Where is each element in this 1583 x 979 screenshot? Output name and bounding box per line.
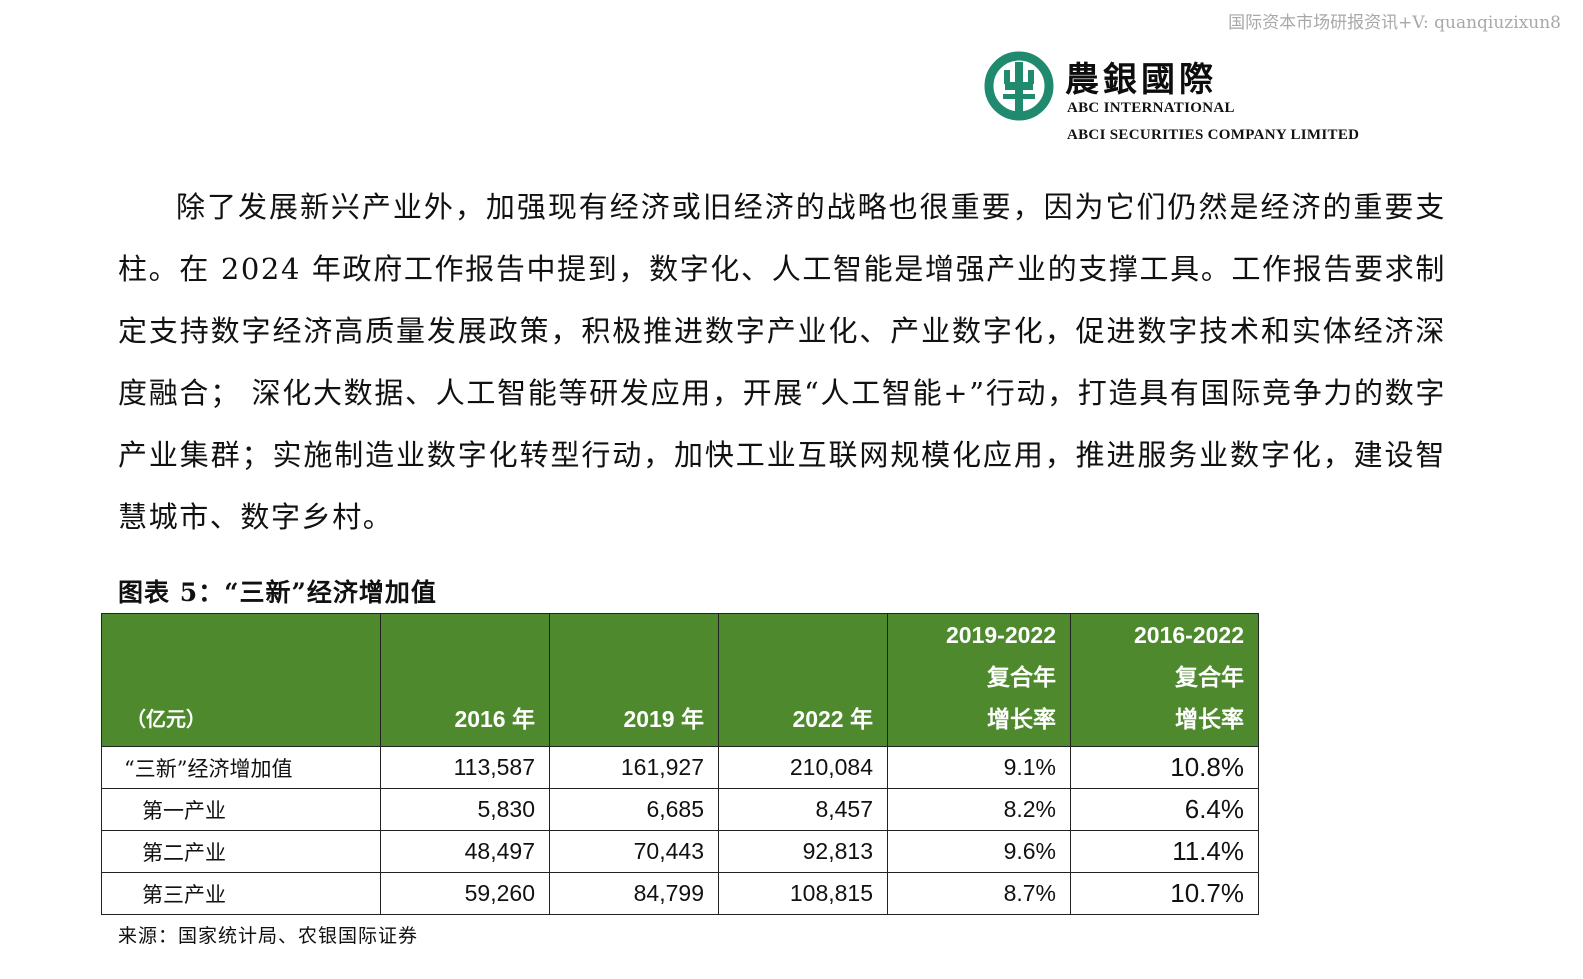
abc-emblem-icon — [984, 51, 1054, 121]
row-label: 第三产业 — [101, 872, 381, 915]
cell-cagr1: 9.6% — [887, 830, 1071, 873]
cell-cagr1: 8.2% — [887, 788, 1071, 831]
header-cagr2-line2: 增长率 — [1175, 706, 1244, 732]
cell-cagr2: 10.7% — [1070, 872, 1259, 915]
source-note: 来源：国家统计局、农银国际证券 — [118, 925, 419, 947]
cell-2022: 210,084 — [718, 746, 888, 789]
cell-cagr2: 10.8% — [1070, 746, 1259, 789]
cell-cagr2: 6.4% — [1070, 788, 1259, 831]
cell-cagr2: 11.4% — [1070, 830, 1259, 873]
cell-2019: 161,927 — [549, 746, 719, 789]
table-row: 第三产业 59,260 84,799 108,815 8.7% 10.7% — [101, 872, 1259, 915]
cell-2016: 59,260 — [380, 872, 550, 915]
header-cagr2-period: 2016-2022 — [1134, 622, 1244, 648]
cell-2022: 92,813 — [718, 830, 888, 873]
logo-chinese-name: 農銀國際 — [1065, 60, 1217, 100]
header-cagr1-line1: 复合年 — [987, 664, 1056, 690]
cell-cagr1: 9.1% — [887, 746, 1071, 789]
header-2019: 2019 年 — [549, 613, 719, 747]
cell-2016: 5,830 — [380, 788, 550, 831]
header-cagr1-period: 2019-2022 — [946, 622, 1056, 648]
cell-2016: 113,587 — [380, 746, 550, 789]
table-row: 第二产业 48,497 70,443 92,813 9.6% 11.4% — [101, 830, 1259, 873]
table-header-row: （亿元） 2016 年 2019 年 2022 年 2019-2022 复合年 … — [101, 613, 1259, 747]
header-cagr-2016-2022: 2016-2022 复合年 增长率 — [1070, 613, 1259, 747]
table-row: 第一产业 5,830 6,685 8,457 8.2% 6.4% — [101, 788, 1259, 831]
header-cagr2-line1: 复合年 — [1175, 664, 1244, 690]
cell-cagr1: 8.7% — [887, 872, 1071, 915]
header-2016: 2016 年 — [380, 613, 550, 747]
cell-2019: 84,799 — [549, 872, 719, 915]
data-table: （亿元） 2016 年 2019 年 2022 年 2019-2022 复合年 … — [101, 613, 1259, 915]
row-label: 第二产业 — [101, 830, 381, 873]
table-row: “三新”经济增加值 113,587 161,927 210,084 9.1% 1… — [101, 746, 1259, 789]
header-unit: （亿元） — [101, 613, 381, 747]
table-title: 图表 5：“三新”经济增加值 — [118, 578, 437, 607]
body-paragraph: 除了发展新兴产业外，加强现有经济或旧经济的战略也很重要，因为它们仍然是经济的重要… — [118, 190, 1446, 534]
watermark-text: 国际资本市场研报资讯+V: quanqiuzixun8 — [1228, 13, 1561, 33]
cell-2016: 48,497 — [380, 830, 550, 873]
logo-english-name: ABC INTERNATIONAL — [1067, 100, 1235, 116]
header-cagr-2019-2022: 2019-2022 复合年 增长率 — [887, 613, 1071, 747]
header-2022: 2022 年 — [718, 613, 888, 747]
cell-2019: 6,685 — [549, 788, 719, 831]
cell-2019: 70,443 — [549, 830, 719, 873]
logo-company-name: ABCI SECURITIES COMPANY LIMITED — [1067, 127, 1360, 143]
row-label: “三新”经济增加值 — [101, 746, 381, 789]
cell-2022: 108,815 — [718, 872, 888, 915]
company-logo: 農銀國際 ABC INTERNATIONAL ABCI SECURITIES C… — [983, 48, 1403, 158]
header-cagr1-line2: 增长率 — [987, 706, 1056, 732]
row-label: 第一产业 — [101, 788, 381, 831]
cell-2022: 8,457 — [718, 788, 888, 831]
